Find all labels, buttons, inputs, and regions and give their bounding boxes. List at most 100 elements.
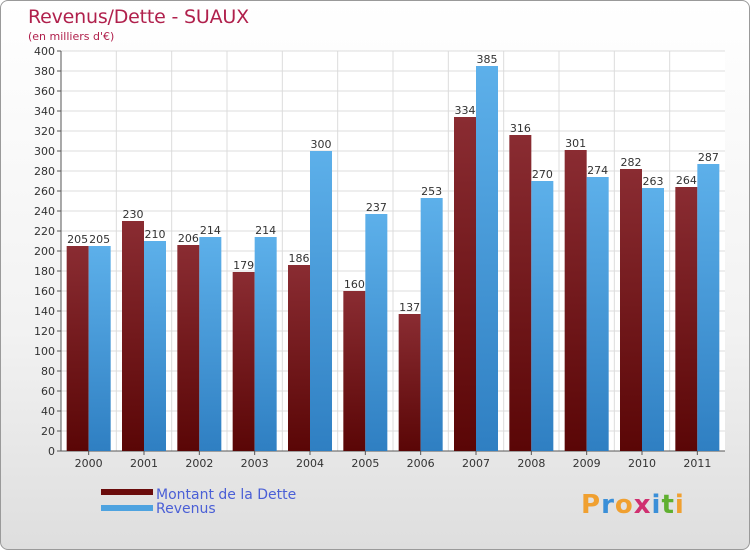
bar-revenue-2011 (697, 164, 720, 451)
value-label-revenue-2007: 385 (477, 53, 498, 66)
bar-debt-2008 (509, 135, 532, 451)
value-label-debt-2008: 316 (510, 122, 531, 135)
bar-debt-2004 (288, 265, 310, 451)
y-tick-label: 220 (34, 225, 55, 238)
logo-letter: i (651, 490, 662, 520)
bar-debt-2006 (398, 314, 421, 451)
y-tick-label: 280 (34, 165, 55, 178)
chart-title: Revenus/Dette - SUAUX (28, 6, 249, 28)
value-label-revenue-2002: 214 (200, 224, 221, 237)
x-tick-label: 2001 (130, 457, 158, 470)
y-tick-label: 40 (41, 405, 55, 418)
y-tick-label: 60 (41, 385, 55, 398)
value-label-revenue-2008: 270 (532, 168, 553, 181)
value-label-revenue-2009: 274 (587, 164, 608, 177)
x-tick-label: 2002 (185, 457, 213, 470)
x-tick-label: 2009 (573, 457, 601, 470)
bar-revenue-2007 (476, 66, 498, 451)
legend-label-revenue: Revenus (156, 501, 216, 517)
legend-label-debt: Montant de la Dette (156, 487, 297, 503)
x-tick-label: 2007 (462, 457, 490, 470)
bar-debt-2011 (675, 187, 698, 451)
bar-revenue-2009 (586, 177, 609, 451)
bars (66, 66, 720, 451)
value-label-revenue-2001: 210 (145, 228, 166, 241)
y-tick-label: 20 (41, 425, 55, 438)
y-tick-label: 300 (34, 145, 55, 158)
bar-revenue-2006 (420, 198, 443, 451)
y-tick-label: 240 (34, 205, 55, 218)
logo-letter: i (674, 490, 685, 520)
y-tick-label: 120 (34, 325, 55, 338)
y-tick-label: 260 (34, 185, 55, 198)
bar-revenue-2001 (144, 241, 166, 451)
y-tick-label: 400 (34, 45, 55, 58)
x-tick-label: 2011 (683, 457, 711, 470)
y-tick-label: 320 (34, 125, 55, 138)
legend-swatch-revenue (101, 505, 153, 511)
bar-debt-2003 (232, 272, 255, 451)
y-tick-label: 360 (34, 85, 55, 98)
value-label-revenue-2006: 253 (421, 185, 442, 198)
axes: 0 20 40 60 80 100 120 140 160 180 200 220 240 260 280 3… (34, 45, 725, 470)
x-tick-label: 2010 (628, 457, 656, 470)
bar-debt-2005 (343, 291, 366, 451)
y-tick-label: 340 (34, 105, 55, 118)
value-label-revenue-2003: 214 (255, 224, 276, 237)
value-label-debt-2006: 137 (399, 301, 420, 314)
bar-debt-2009 (564, 150, 587, 451)
value-label-debt-2010: 282 (621, 156, 642, 169)
value-label-revenue-2000: 205 (89, 233, 110, 246)
bar-debt-2000 (66, 246, 89, 451)
value-label-debt-2009: 301 (565, 137, 586, 150)
logo-letter: t (661, 490, 675, 520)
y-tick-label: 100 (34, 345, 55, 358)
y-tick-label: 160 (34, 285, 55, 298)
value-label-revenue-2010: 263 (643, 175, 664, 188)
value-label-debt-2002: 206 (178, 232, 199, 245)
y-tick-label: 140 (34, 305, 55, 318)
grid-lines (61, 50, 725, 452)
bar-revenue-2005 (365, 214, 388, 451)
value-label-debt-2005: 160 (344, 278, 365, 291)
legend-swatch-debt (101, 489, 153, 495)
logo-letter: P (581, 490, 602, 520)
value-label-debt-2011: 264 (676, 174, 697, 187)
bar-revenue-2010 (642, 188, 664, 451)
x-tick-label: 2004 (296, 457, 324, 470)
value-label-debt-2004: 186 (289, 252, 310, 265)
y-tick-label: 380 (34, 65, 55, 78)
x-tick-label: 2008 (517, 457, 545, 470)
bar-revenue-2004 (310, 151, 332, 451)
x-tick-label: 2005 (351, 457, 379, 470)
logo-letter: x (633, 490, 652, 520)
value-label-revenue-2005: 237 (366, 201, 387, 214)
x-tick-label: 2000 (75, 457, 103, 470)
value-label-debt-2001: 230 (123, 208, 144, 221)
value-label-debt-2000: 205 (67, 233, 88, 246)
bar-debt-2010 (620, 169, 642, 451)
bar-revenue-2003 (254, 237, 277, 451)
value-label-revenue-2011: 287 (698, 151, 719, 164)
x-tick-label: 2003 (241, 457, 269, 470)
chart-subtitle: (en milliers d'€) (28, 30, 115, 43)
y-tick-label: 0 (48, 445, 55, 458)
bar-revenue-2008 (531, 181, 554, 451)
logo-letter: r (601, 490, 615, 520)
y-tick-label: 80 (41, 365, 55, 378)
proxiti-logo: Proxiti (581, 490, 685, 520)
bar-debt-2001 (122, 221, 144, 451)
y-tick-label: 200 (34, 245, 55, 258)
y-tick-label: 180 (34, 265, 55, 278)
bar-revenue-2002 (199, 237, 222, 451)
bar-debt-2002 (177, 245, 200, 451)
value-label-debt-2007: 334 (455, 104, 476, 117)
logo-letter: o (614, 490, 634, 520)
bar-debt-2007 (454, 117, 476, 451)
x-tick-label: 2006 (407, 457, 435, 470)
value-label-revenue-2004: 300 (311, 138, 332, 151)
value-label-debt-2003: 179 (233, 259, 254, 272)
bar-revenue-2000 (88, 246, 111, 451)
